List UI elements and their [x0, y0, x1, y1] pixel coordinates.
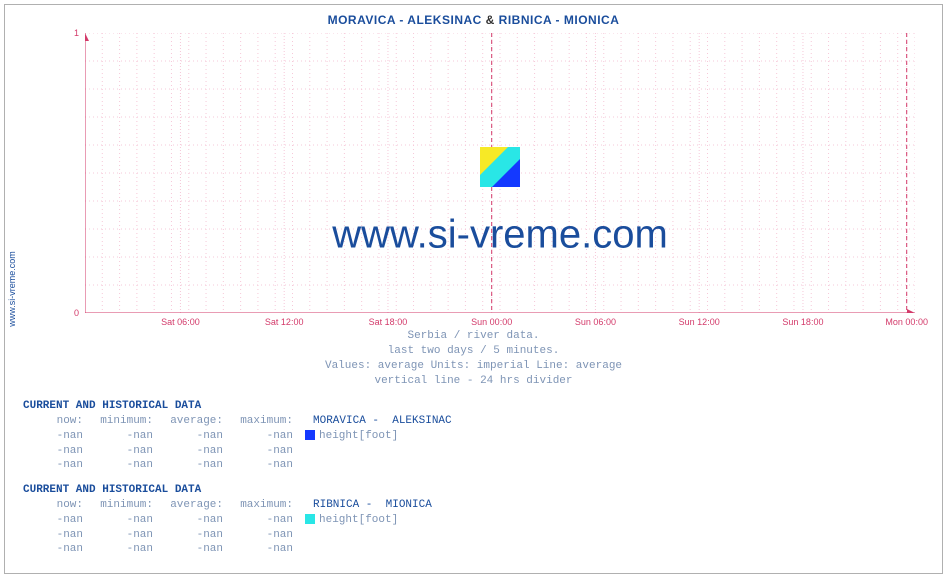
caption-line: Serbia / river data.: [5, 329, 942, 344]
data-row: -nan-nan-nan-nanheight[foot]: [23, 429, 452, 444]
x-tick-label: Sat 12:00: [265, 317, 304, 327]
watermark-logo-icon: [480, 147, 520, 187]
chart-caption: Serbia / river data.last two days / 5 mi…: [5, 329, 942, 388]
data-header: CURRENT AND HISTORICAL DATA: [23, 399, 452, 414]
data-col-header: now:minimum:average:maximum:RIBNICA - MI…: [23, 498, 432, 513]
y-tick-label: 0: [74, 308, 79, 318]
data-block-2: CURRENT AND HISTORICAL DATAnow:minimum:a…: [23, 483, 432, 557]
series-swatch-icon: [305, 514, 315, 524]
y-tick-label: 1: [74, 28, 79, 38]
x-tick-label: Mon 00:00: [885, 317, 928, 327]
title-left: MORAVICA - ALEKSINAC: [328, 13, 482, 27]
x-tick-label: Sun 06:00: [575, 317, 616, 327]
data-row: -nan-nan-nan-nan: [23, 444, 452, 459]
title-right: RIBNICA - MIONICA: [499, 13, 620, 27]
title-ampersand: &: [486, 13, 495, 27]
data-row: -nan-nan-nan-nan: [23, 542, 432, 557]
data-block-1: CURRENT AND HISTORICAL DATAnow:minimum:a…: [23, 399, 452, 473]
caption-line: vertical line - 24 hrs divider: [5, 374, 942, 389]
data-row: -nan-nan-nan-nan: [23, 458, 452, 473]
chart-frame: www.si-vreme.com MORAVICA - ALEKSINAC & …: [4, 4, 943, 574]
series-label: height[foot]: [319, 514, 398, 526]
data-col-header: now:minimum:average:maximum:MORAVICA - A…: [23, 414, 452, 429]
series-label: height[foot]: [319, 430, 398, 442]
x-tick-label: Sun 18:00: [782, 317, 823, 327]
series-swatch-icon: [305, 430, 315, 440]
x-tick-label: Sat 18:00: [369, 317, 408, 327]
x-tick-label: Sun 00:00: [471, 317, 512, 327]
station-name: MORAVICA - ALEKSINAC: [313, 414, 452, 429]
watermark-text: www.si-vreme.com: [332, 212, 668, 257]
data-row: -nan-nan-nan-nan: [23, 528, 432, 543]
station-name: RIBNICA - MIONICA: [313, 498, 432, 513]
x-tick-label: Sun 12:00: [679, 317, 720, 327]
data-header: CURRENT AND HISTORICAL DATA: [23, 483, 432, 498]
caption-line: last two days / 5 minutes.: [5, 344, 942, 359]
x-tick-label: Sat 06:00: [161, 317, 200, 327]
data-row: -nan-nan-nan-nanheight[foot]: [23, 513, 432, 528]
chart-title: MORAVICA - ALEKSINAC & RIBNICA - MIONICA: [5, 13, 942, 27]
plot-area: www.si-vreme.com 01Sat 06:00Sat 12:00Sat…: [85, 33, 915, 313]
side-url: www.si-vreme.com: [7, 251, 17, 327]
caption-line: Values: average Units: imperial Line: av…: [5, 359, 942, 374]
